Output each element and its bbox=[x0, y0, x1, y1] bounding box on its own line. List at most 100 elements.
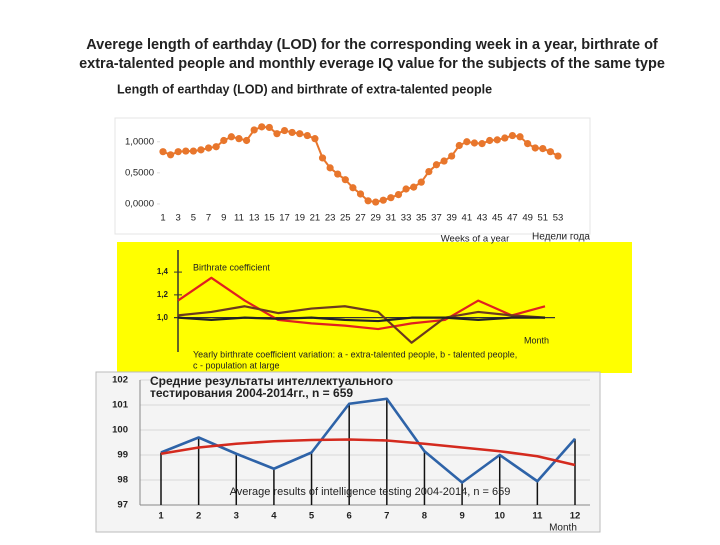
x-tick-label: 11 bbox=[234, 213, 244, 224]
marker bbox=[204, 144, 213, 152]
marker bbox=[182, 147, 190, 155]
marker bbox=[288, 128, 296, 137]
marker bbox=[235, 135, 243, 143]
chart-title: Length of earthday (LOD) and birthrate o… bbox=[117, 82, 492, 96]
x-tick-label: 53 bbox=[553, 213, 564, 224]
x-axis-label: Недели года bbox=[532, 232, 590, 243]
marker bbox=[501, 134, 509, 142]
marker bbox=[159, 148, 167, 156]
x-tick-label: 39 bbox=[446, 213, 457, 224]
marker bbox=[280, 126, 289, 135]
x-tick-label: 12 bbox=[570, 511, 581, 522]
x-tick-label: 51 bbox=[538, 213, 549, 224]
marker bbox=[539, 144, 547, 153]
marker bbox=[318, 154, 327, 162]
x-tick-label: 19 bbox=[294, 213, 305, 224]
marker bbox=[250, 126, 258, 134]
marker bbox=[296, 130, 304, 138]
y-tick-label: 101 bbox=[112, 400, 129, 411]
annotation: Average results of intelligence testing … bbox=[230, 486, 511, 498]
marker bbox=[410, 183, 418, 191]
x-tick-label: 49 bbox=[522, 213, 533, 224]
x-tick-label: 5 bbox=[191, 213, 196, 224]
x-tick-label: 23 bbox=[325, 213, 336, 224]
x-tick-label: 9 bbox=[459, 511, 464, 522]
chart-title: тестирования 2004-2014гг., n = 659 bbox=[150, 386, 353, 400]
x-tick-label: 31 bbox=[386, 213, 397, 224]
x-tick-label: 4 bbox=[271, 511, 277, 522]
slide-title: Averege length of earthday (LOD) for the… bbox=[86, 37, 658, 53]
marker bbox=[432, 161, 441, 169]
x-tick-label: 9 bbox=[221, 213, 226, 224]
marker bbox=[227, 133, 235, 141]
x-tick-label: 7 bbox=[384, 511, 389, 522]
x-tick-label: 37 bbox=[431, 213, 442, 224]
x-tick-label: 29 bbox=[370, 213, 381, 224]
chart-background bbox=[117, 242, 632, 373]
marker bbox=[524, 140, 532, 148]
marker bbox=[546, 148, 555, 156]
marker bbox=[265, 123, 273, 132]
marker bbox=[448, 152, 456, 160]
x-tick-label: 25 bbox=[340, 213, 351, 224]
x-axis-label: Weeks of a year bbox=[441, 234, 509, 245]
marker bbox=[166, 151, 175, 159]
x-tick-label: 8 bbox=[422, 511, 427, 522]
y-tick-label: 102 bbox=[112, 375, 128, 386]
marker bbox=[394, 190, 403, 199]
marker bbox=[364, 197, 372, 205]
marker bbox=[425, 167, 433, 176]
marker bbox=[334, 170, 342, 178]
marker bbox=[493, 136, 501, 144]
y-tick-label: 98 bbox=[117, 475, 128, 486]
marker bbox=[349, 184, 357, 192]
x-tick-label: 47 bbox=[507, 213, 518, 224]
x-tick-label: 11 bbox=[532, 511, 543, 522]
marker bbox=[356, 190, 365, 198]
x-tick-label: 45 bbox=[492, 213, 503, 224]
marker bbox=[242, 136, 251, 145]
marker bbox=[516, 133, 524, 141]
line bbox=[177, 276, 546, 331]
x-tick-label: 6 bbox=[347, 511, 352, 522]
x-tick-label: 1 bbox=[160, 213, 165, 224]
marker bbox=[303, 131, 311, 140]
marker bbox=[273, 130, 281, 138]
chart-title: Средние результаты интеллектуального bbox=[150, 374, 393, 388]
x-tick-label: 3 bbox=[176, 213, 181, 224]
marker bbox=[417, 178, 425, 186]
x-tick-label: 43 bbox=[477, 213, 488, 224]
marker bbox=[326, 164, 334, 172]
x-tick-label: 33 bbox=[401, 213, 412, 224]
marker bbox=[486, 136, 494, 145]
x-tick-label: 3 bbox=[234, 511, 239, 522]
note: c - population at large bbox=[193, 360, 280, 370]
marker bbox=[220, 136, 228, 145]
x-tick-label: 17 bbox=[279, 213, 290, 224]
marker bbox=[311, 135, 319, 143]
marker bbox=[478, 140, 486, 148]
slide-title: extra-talented people and monthly everag… bbox=[79, 56, 665, 72]
y-tick-label: 100 bbox=[112, 425, 128, 436]
note: Yearly birthrate coefficient variation: … bbox=[193, 349, 517, 359]
x-tick-label: 13 bbox=[249, 213, 260, 224]
y-tick-label: 1,4 bbox=[157, 267, 169, 276]
marker bbox=[440, 157, 448, 165]
x-tick-label: 7 bbox=[206, 213, 211, 224]
y-tick-label: 97 bbox=[117, 500, 128, 511]
y-tick-label: 0,0000 bbox=[125, 198, 154, 209]
x-tick-label: 15 bbox=[264, 213, 275, 224]
x-tick-label: 5 bbox=[309, 511, 315, 522]
y-tick-label: 0,5000 bbox=[125, 167, 154, 178]
y-tick-label: 1,2 bbox=[157, 290, 169, 299]
line bbox=[160, 438, 576, 467]
marker bbox=[508, 131, 517, 140]
marker bbox=[470, 139, 479, 147]
y-tick-label: 1,0000 bbox=[125, 136, 154, 147]
marker bbox=[189, 147, 197, 155]
marker bbox=[554, 152, 562, 160]
x-axis-label: Month bbox=[549, 523, 577, 534]
marker bbox=[402, 185, 410, 193]
x-tick-label: 35 bbox=[416, 213, 427, 224]
